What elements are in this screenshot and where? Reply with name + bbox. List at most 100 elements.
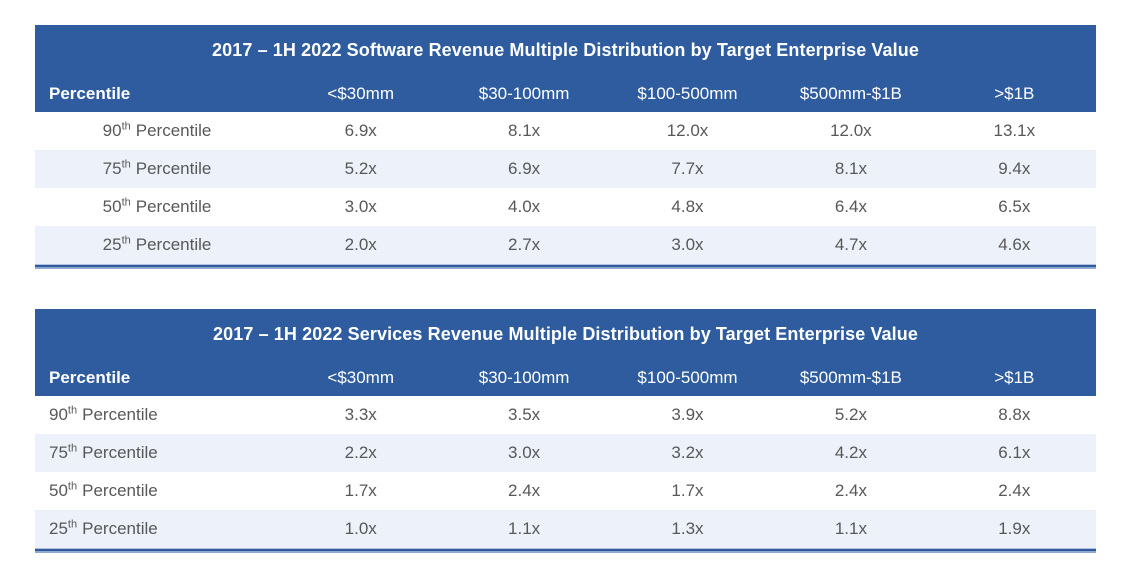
multiple-value-cell: 6.1x	[998, 443, 1031, 462]
ordinal-suffix: th	[121, 234, 131, 247]
percentile-word: Percentile	[82, 519, 158, 538]
services-table-title: 2017 – 1H 2022 Services Revenue Multiple…	[35, 309, 1096, 359]
percentile-ordinal: 25	[49, 519, 68, 538]
multiple-value-cell: 6.9x	[508, 159, 541, 178]
multiple-value-cell: 12.0x	[666, 121, 709, 140]
multiple-value-cell: 8.8x	[998, 405, 1031, 424]
table-row-25th: 25th Percentile 2.0x 2.7x 3.0x 4.7x 4.6x	[35, 226, 1096, 264]
table-row-50th: 50th Percentile 3.0x 4.0x 4.8x 6.4x 6.5x	[35, 188, 1096, 226]
row-label: 50th Percentile	[35, 188, 279, 226]
percentile-ordinal: 25	[102, 235, 122, 254]
row-label: 90th Percentile	[35, 112, 279, 150]
percentile-ordinal: 75	[102, 159, 122, 178]
multiple-value-cell: 3.5x	[508, 405, 541, 424]
multiple-value-cell: 3.2x	[671, 443, 704, 462]
multiple-value-cell: 1.9x	[998, 519, 1031, 538]
ordinal-suffix: th	[121, 196, 131, 209]
percentile-ordinal: 90	[49, 405, 68, 424]
multiple-value-cell: 3.0x	[508, 443, 541, 462]
multiple-value-cell: 2.4x	[508, 481, 541, 500]
services-revenue-multiple-table: 2017 – 1H 2022 Services Revenue Multiple…	[35, 309, 1096, 553]
multiple-value-cell: 6.9x	[344, 121, 377, 140]
row-label: 90th Percentile	[35, 396, 279, 434]
ordinal-suffix: th	[121, 158, 131, 171]
ordinal-suffix: th	[67, 442, 78, 455]
software-table-title: 2017 – 1H 2022 Software Revenue Multiple…	[35, 25, 1096, 75]
multiple-value-cell: 2.7x	[508, 235, 541, 254]
column-header-100-500mm: $100-500mm	[605, 75, 770, 112]
multiple-value-cell: 7.7x	[671, 159, 704, 178]
ordinal-suffix: th	[67, 518, 78, 531]
services-table: Percentile <$30mm $30-100mm $100-500mm $…	[35, 359, 1096, 548]
column-header-gt1b: >$1B	[932, 359, 1096, 396]
multiple-value-cell: 2.4x	[834, 481, 867, 500]
multiple-value-cell: 3.0x	[671, 235, 704, 254]
percentile-word: Percentile	[82, 443, 158, 462]
multiple-value-cell: 1.7x	[344, 481, 377, 500]
multiple-value-cell: 4.0x	[508, 197, 541, 216]
column-header-500mm-1b: $500mm-$1B	[769, 75, 933, 112]
percentile-word: Percentile	[135, 121, 212, 140]
services-header-row: Percentile <$30mm $30-100mm $100-500mm $…	[35, 359, 1096, 396]
column-header-500mm-1b: $500mm-$1B	[769, 359, 933, 396]
column-header-lt30mm: <$30mm	[279, 75, 443, 112]
multiple-value-cell: 1.0x	[344, 519, 377, 538]
software-table: Percentile <$30mm $30-100mm $100-500mm $…	[35, 75, 1096, 264]
multiple-value-cell: 2.0x	[344, 235, 377, 254]
table-row-75th: 75th Percentile 2.2x 3.0x 3.2x 4.2x 6.1x	[35, 434, 1096, 472]
multiple-value-cell: 2.2x	[344, 443, 377, 462]
percentile-word: Percentile	[135, 159, 212, 178]
multiple-value-cell: 3.0x	[344, 197, 377, 216]
software-revenue-multiple-table: 2017 – 1H 2022 Software Revenue Multiple…	[35, 25, 1096, 269]
column-header-percentile: Percentile	[35, 75, 280, 112]
table-row-75th: 75th Percentile 5.2x 6.9x 7.7x 8.1x 9.4x	[35, 150, 1096, 188]
table-row-90th: 90th Percentile 3.3x 3.5x 3.9x 5.2x 8.8x	[35, 396, 1096, 434]
multiple-value-cell: 2.4x	[998, 481, 1031, 500]
multiple-value-cell: 1.3x	[671, 519, 704, 538]
ordinal-suffix: th	[121, 120, 131, 133]
multiple-value-cell: 1.1x	[508, 519, 541, 538]
multiple-value-cell: 6.4x	[834, 197, 867, 216]
multiple-value-cell: 5.2x	[344, 159, 377, 178]
column-header-100-500mm: $100-500mm	[605, 359, 770, 396]
table-row-90th: 90th Percentile 6.9x 8.1x 12.0x 12.0x 13.…	[35, 112, 1096, 150]
percentile-word: Percentile	[82, 405, 158, 424]
multiple-value-cell: 13.1x	[993, 121, 1036, 140]
percentile-word: Percentile	[82, 481, 158, 500]
multiple-value-cell: 6.5x	[998, 197, 1031, 216]
multiple-value-cell: 3.9x	[671, 405, 704, 424]
column-header-gt1b: >$1B	[932, 75, 1096, 112]
percentile-word: Percentile	[135, 235, 212, 254]
percentile-word: Percentile	[135, 197, 212, 216]
table-bottom-border	[35, 548, 1096, 553]
ordinal-suffix: th	[67, 404, 78, 417]
row-label: 50th Percentile	[35, 472, 279, 510]
multiple-value-cell: 1.1x	[834, 519, 867, 538]
table-bottom-border	[35, 264, 1096, 269]
multiple-value-cell: 8.1x	[834, 159, 867, 178]
table-row-25th: 25th Percentile 1.0x 1.1x 1.3x 1.1x 1.9x	[35, 510, 1096, 548]
percentile-ordinal: 50	[49, 481, 68, 500]
row-label: 25th Percentile	[35, 226, 279, 264]
multiple-value-cell: 4.6x	[998, 235, 1031, 254]
column-header-percentile: Percentile	[35, 359, 280, 396]
percentile-ordinal: 90	[102, 121, 122, 140]
multiple-value-cell: 9.4x	[998, 159, 1031, 178]
multiple-value-cell: 4.7x	[834, 235, 867, 254]
table-row-50th: 50th Percentile 1.7x 2.4x 1.7x 2.4x 2.4x	[35, 472, 1096, 510]
row-label: 25th Percentile	[35, 510, 279, 548]
column-header-lt30mm: <$30mm	[279, 359, 443, 396]
column-header-30-100mm: $30-100mm	[442, 75, 606, 112]
row-label: 75th Percentile	[35, 150, 279, 188]
multiple-value-cell: 5.2x	[834, 405, 867, 424]
percentile-ordinal: 50	[102, 197, 122, 216]
percentile-ordinal: 75	[49, 443, 68, 462]
multiple-value-cell: 4.8x	[671, 197, 704, 216]
multiple-value-cell: 1.7x	[671, 481, 704, 500]
row-label: 75th Percentile	[35, 434, 279, 472]
software-header-row: Percentile <$30mm $30-100mm $100-500mm $…	[35, 75, 1096, 112]
ordinal-suffix: th	[67, 480, 78, 493]
multiple-value-cell: 4.2x	[834, 443, 867, 462]
multiple-value-cell: 12.0x	[830, 121, 872, 140]
multiple-value-cell: 3.3x	[344, 405, 377, 424]
